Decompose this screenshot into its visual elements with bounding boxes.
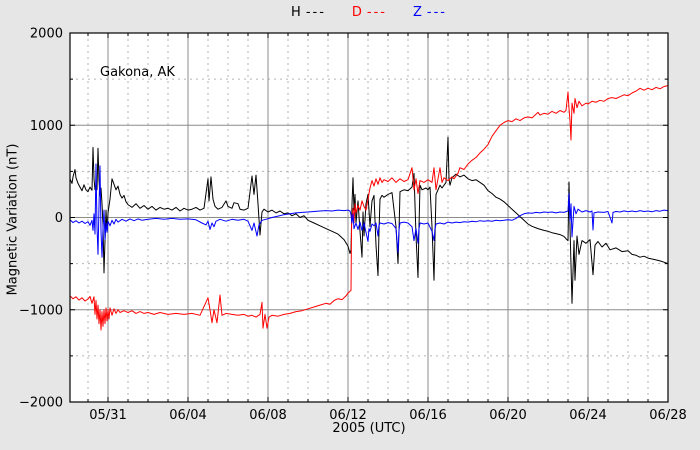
y-axis-label: Magnetic Variation (nT): [5, 143, 21, 296]
x-tick-label: 06/12: [329, 408, 366, 423]
x-tick-label: 05/31: [89, 408, 126, 423]
legend-item-d: D ---: [352, 5, 387, 20]
legend-label-h: H: [291, 5, 301, 20]
x-tick-label: 06/24: [569, 408, 606, 423]
plot-frame: [69, 32, 669, 403]
legend: H --- D --- Z ---: [70, 5, 668, 20]
y-tick-label: −1000: [19, 303, 63, 318]
legend-item-h: H ---: [291, 5, 326, 20]
y-tick-label: −2000: [19, 396, 63, 411]
legend-label-d: D: [351, 5, 362, 20]
y-tick-label: 0: [55, 211, 63, 226]
y-tick-label: 1000: [30, 119, 63, 134]
x-axis-label: 2005 (UTC): [332, 421, 406, 436]
y-tick-label: 2000: [30, 27, 63, 42]
legend-label-z: Z: [412, 5, 422, 20]
series-line-d: [69, 85, 669, 331]
series-line-z: [69, 163, 669, 258]
x-tick-label: 06/04: [169, 408, 206, 423]
x-tick-label: 06/20: [489, 408, 526, 423]
station-annotation: Gakona, AK: [100, 65, 175, 80]
legend-line-sample-d: ---: [366, 5, 387, 20]
x-tick-label: 06/28: [649, 408, 686, 423]
legend-line-sample-h: ---: [305, 5, 326, 20]
x-tick-label: 06/16: [409, 408, 446, 423]
legend-item-z: Z ---: [413, 5, 447, 20]
x-tick-label: 06/08: [249, 408, 286, 423]
legend-line-sample-z: ---: [426, 5, 447, 20]
